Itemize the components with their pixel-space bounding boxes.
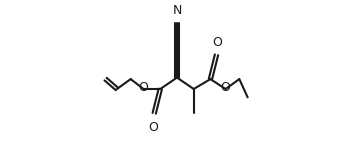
Text: O: O: [221, 81, 230, 94]
Text: O: O: [149, 121, 158, 134]
Text: O: O: [212, 36, 222, 49]
Text: O: O: [139, 81, 149, 94]
Text: N: N: [172, 4, 182, 17]
